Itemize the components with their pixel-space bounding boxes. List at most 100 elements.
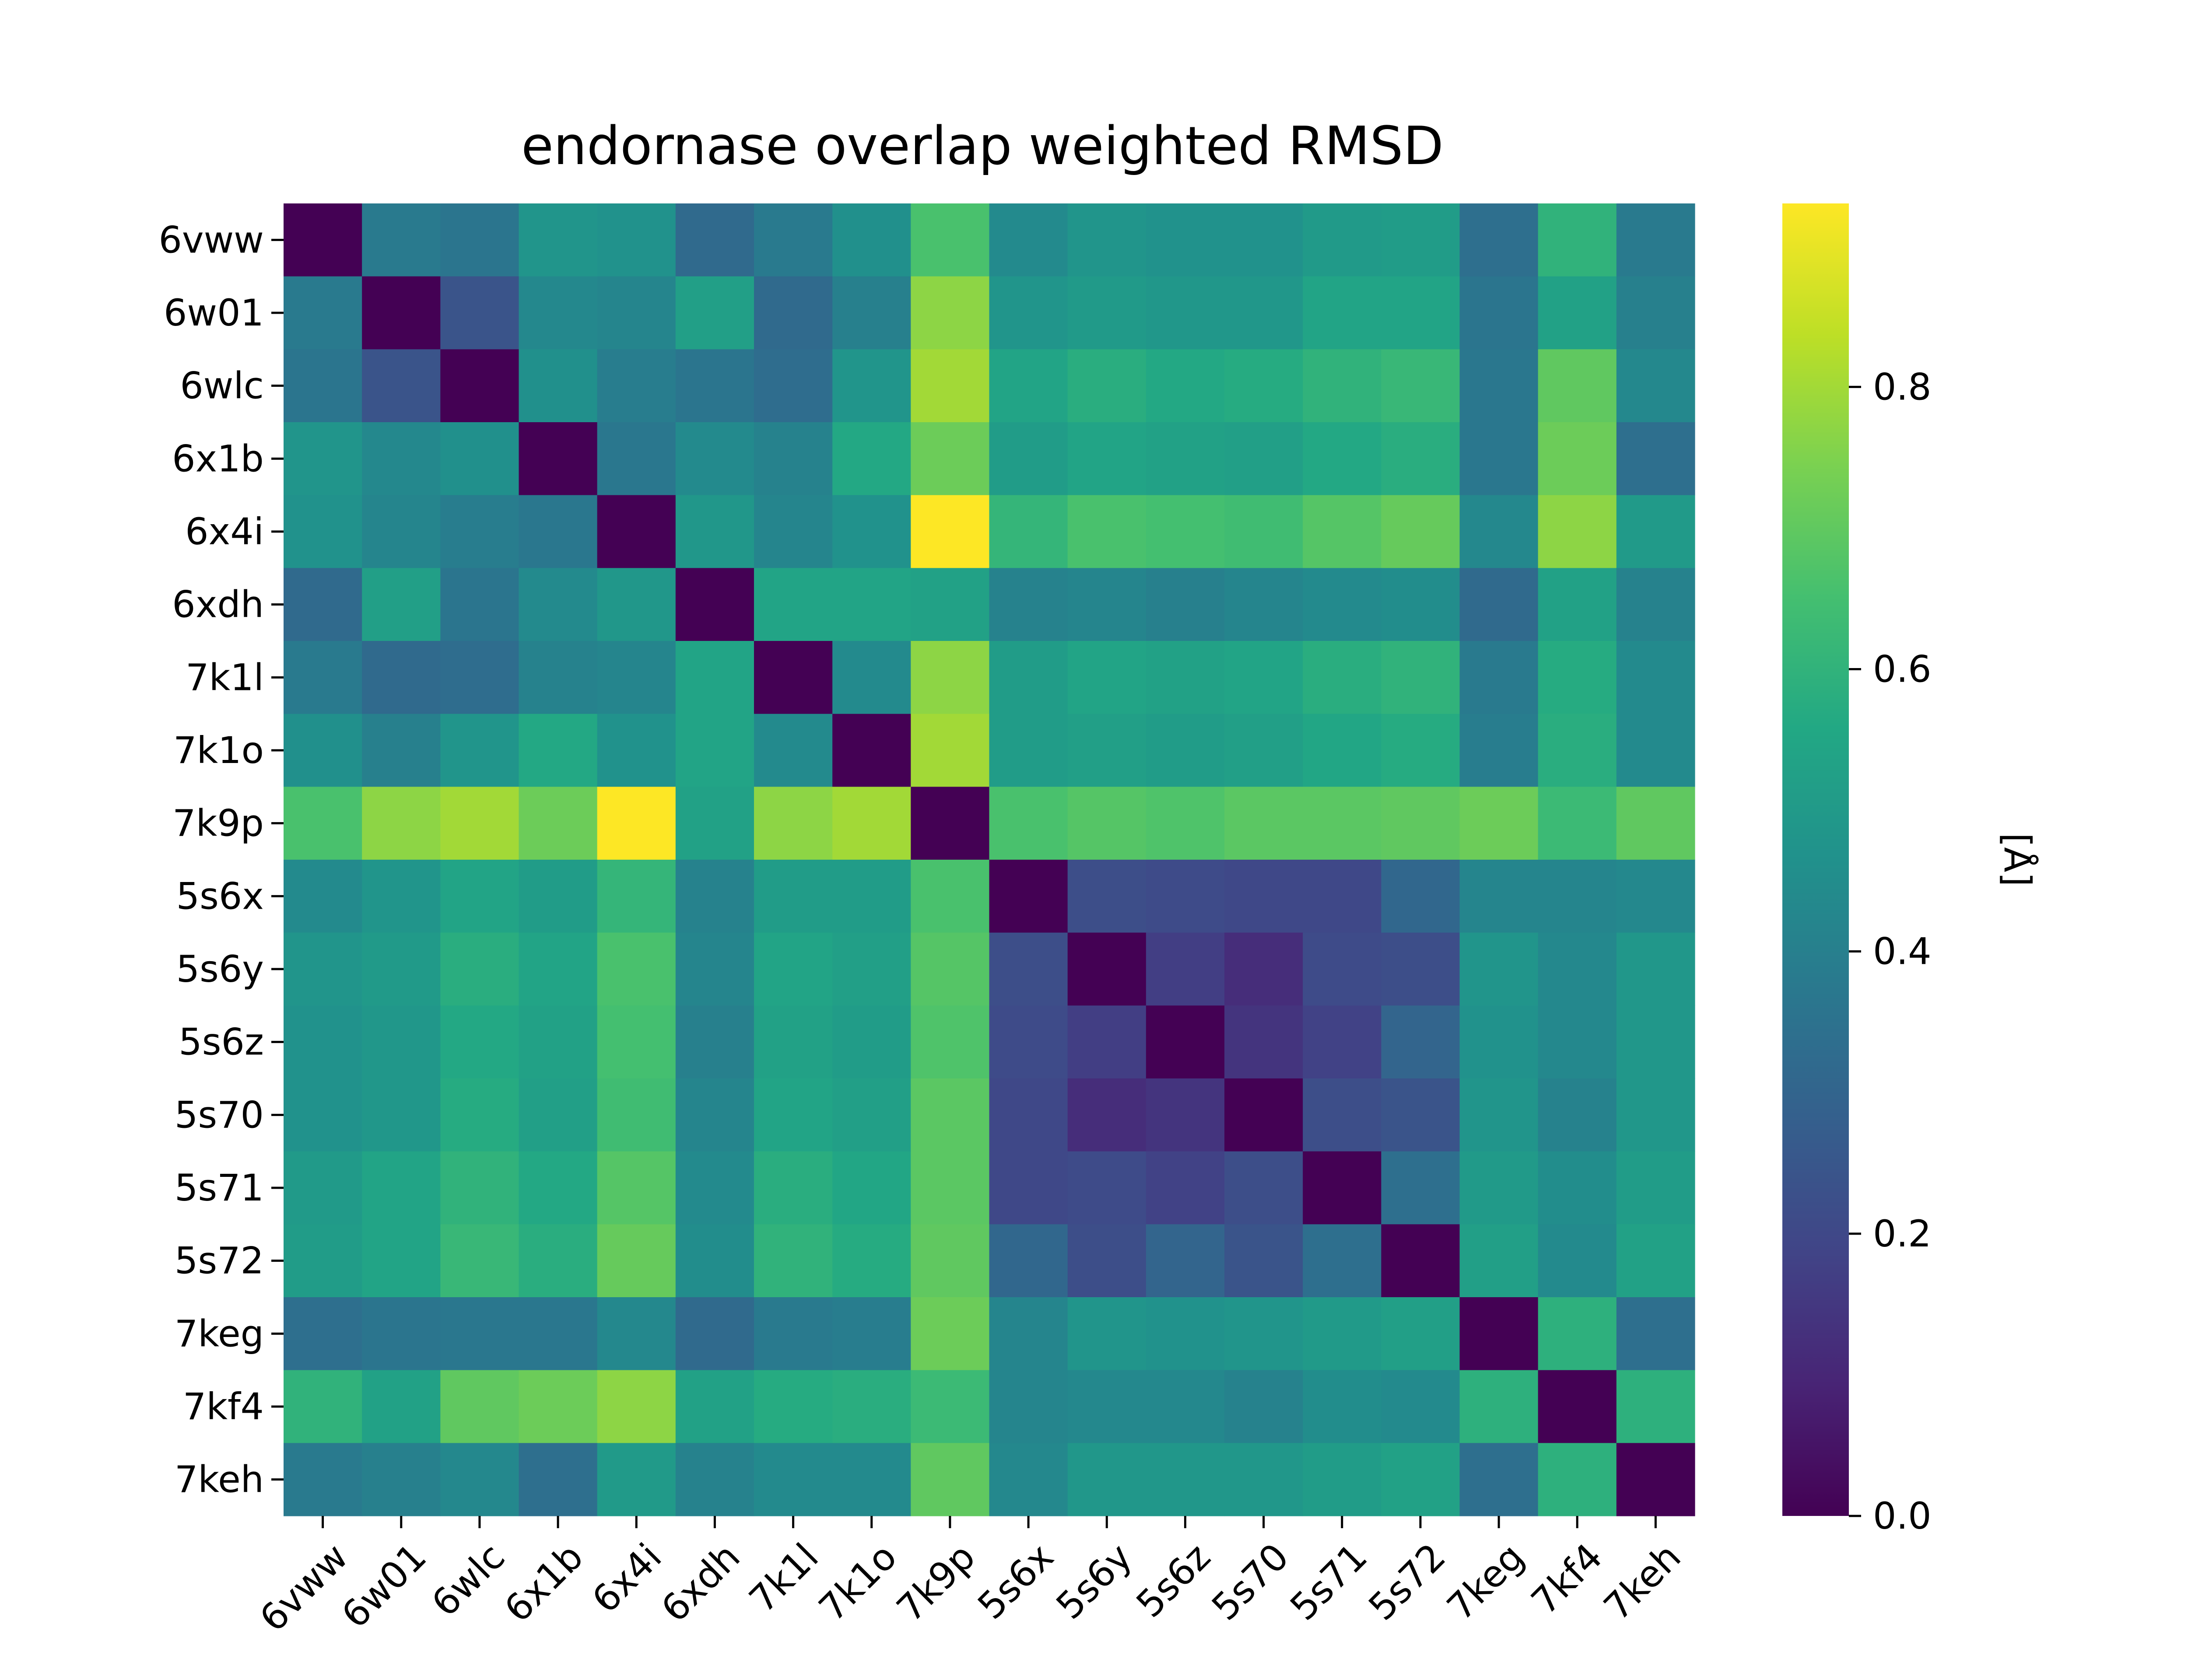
heatmap-cell <box>1146 1370 1225 1443</box>
heatmap-cell <box>284 349 362 423</box>
heatmap-cell <box>911 1151 990 1225</box>
heatmap-cell <box>754 422 833 496</box>
heatmap-cell <box>1459 203 1539 277</box>
heatmap-cell <box>989 787 1068 860</box>
heatmap-cell <box>1381 1224 1460 1298</box>
heatmap-cell <box>597 276 676 350</box>
heatmap-cell <box>754 568 833 641</box>
heatmap-cell <box>597 1078 676 1152</box>
heatmap-cell <box>1224 1005 1303 1079</box>
heatmap-cell <box>597 714 676 787</box>
heatmap-cell <box>675 641 754 714</box>
heatmap-cell <box>911 276 990 350</box>
heatmap-cell <box>597 787 676 860</box>
heatmap-cell <box>362 203 441 277</box>
heatmap-cell <box>284 1151 362 1225</box>
heatmap-cell <box>284 203 362 277</box>
heatmap-cell <box>1538 714 1617 787</box>
heatmap-cell <box>1381 1078 1460 1152</box>
heatmap-cell <box>989 568 1068 641</box>
heatmap-cell <box>284 787 362 860</box>
heatmap-cell <box>1303 932 1382 1006</box>
heatmap-cell <box>597 641 676 714</box>
colorbar-tick-label: 0.8 <box>1873 365 1932 408</box>
heatmap-cell <box>1381 860 1460 933</box>
heatmap-cell <box>597 422 676 496</box>
y-tick-label: 7keh <box>175 1458 264 1501</box>
heatmap-cell <box>440 1005 519 1079</box>
heatmap-cell <box>832 495 911 568</box>
heatmap-cell <box>989 1005 1068 1079</box>
heatmap-cell <box>1067 1078 1147 1152</box>
heatmap-cell <box>519 1078 598 1152</box>
heatmap-cell <box>754 1151 833 1225</box>
heatmap-cell <box>1381 568 1460 641</box>
heatmap-cell <box>1538 932 1617 1006</box>
heatmap-cell <box>284 641 362 714</box>
heatmap-cell <box>675 714 754 787</box>
heatmap-cell <box>911 568 990 641</box>
heatmap-cell <box>911 1224 990 1298</box>
heatmap-cell <box>1067 1370 1147 1443</box>
heatmap-cell <box>519 276 598 350</box>
heatmap-cell <box>832 568 911 641</box>
heatmap-cell <box>1381 1370 1460 1443</box>
heatmap-cell <box>1538 1370 1617 1443</box>
heatmap-cell <box>1459 932 1539 1006</box>
heatmap-cell <box>1459 1443 1539 1516</box>
heatmap-cell <box>1303 203 1382 277</box>
heatmap-cell <box>1303 349 1382 423</box>
heatmap-cell <box>1459 1005 1539 1079</box>
heatmap-cell <box>1616 1078 1695 1152</box>
heatmap-cell <box>597 1224 676 1298</box>
heatmap-cell <box>1146 568 1225 641</box>
heatmap-cell <box>911 787 990 860</box>
heatmap-cell <box>1224 422 1303 496</box>
heatmap-cell <box>754 787 833 860</box>
heatmap-cell <box>1381 349 1460 423</box>
heatmap-cell <box>754 1224 833 1298</box>
heatmap-cell <box>832 1005 911 1079</box>
heatmap-cell <box>1303 714 1382 787</box>
y-tick-label: 5s71 <box>175 1166 264 1209</box>
heatmap-cell <box>1067 422 1147 496</box>
heatmap-cell <box>362 422 441 496</box>
heatmap-cell <box>832 422 911 496</box>
heatmap-cell <box>519 641 598 714</box>
heatmap-cell <box>519 1224 598 1298</box>
heatmap-cell <box>362 568 441 641</box>
heatmap-cell <box>1067 495 1147 568</box>
heatmap-cell <box>754 1443 833 1516</box>
colorbar-tick-label: 0.2 <box>1873 1212 1932 1255</box>
heatmap-cell <box>1459 1151 1539 1225</box>
heatmap-cell <box>911 1005 990 1079</box>
heatmap-cell <box>1459 787 1539 860</box>
heatmap-cell <box>832 932 911 1006</box>
heatmap-cell <box>1303 1224 1382 1298</box>
heatmap-cell <box>284 1443 362 1516</box>
heatmap-cell <box>832 787 911 860</box>
heatmap-cell <box>440 1443 519 1516</box>
heatmap-cell <box>1459 714 1539 787</box>
heatmap-cell <box>284 1370 362 1443</box>
heatmap-cell <box>284 568 362 641</box>
heatmap-cell <box>597 1370 676 1443</box>
heatmap-cell <box>754 276 833 350</box>
heatmap-cell <box>440 787 519 860</box>
heatmap-cell <box>1459 422 1539 496</box>
heatmap-cell <box>911 1443 990 1516</box>
heatmap-cell <box>675 203 754 277</box>
heatmap-cell <box>1381 1151 1460 1225</box>
y-axis: 6vww 6w01 6wlc 6x1b 6x4i 6xdh 7k1l 7k1o 7k9p 5s6x… <box>158 218 284 1501</box>
heatmap-cell <box>362 1224 441 1298</box>
heatmap-cell <box>832 349 911 423</box>
heatmap-cell <box>911 203 990 277</box>
heatmap-cell <box>1538 641 1617 714</box>
heatmap-cell <box>1303 1297 1382 1371</box>
heatmap-cell <box>832 1078 911 1152</box>
heatmap-cell <box>1146 349 1225 423</box>
colorbar-tick-label: 0.0 <box>1873 1494 1932 1537</box>
heatmap-cell <box>911 1297 990 1371</box>
heatmap-cell <box>989 422 1068 496</box>
